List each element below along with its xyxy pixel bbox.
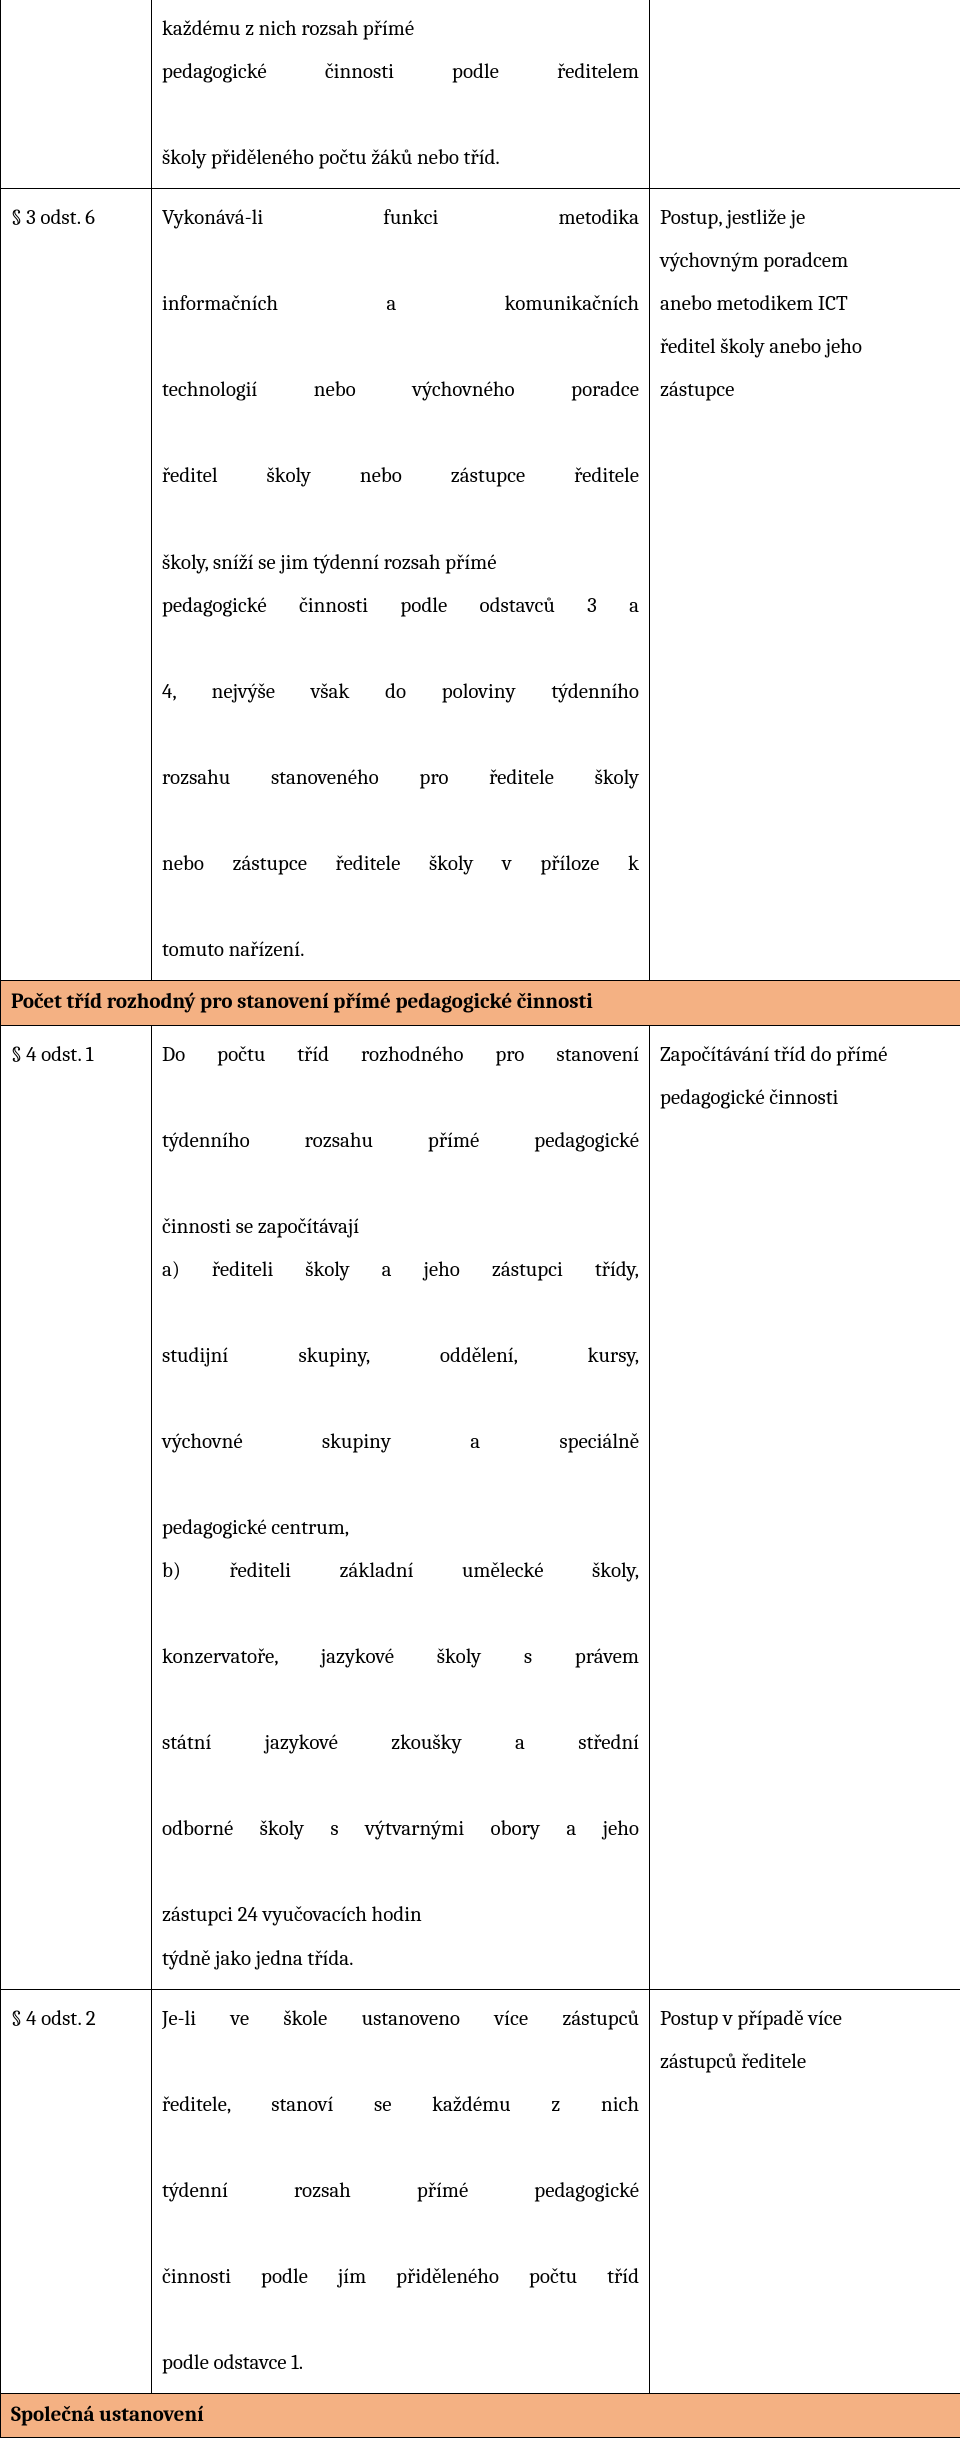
text-line: týdenního rozsahu přímé pedagogické [162, 1120, 639, 1206]
ref-text: § 3 odst. 6 [11, 206, 95, 230]
text-line: nebo zástupce ředitele školy v příloze k [162, 843, 639, 929]
text-line: školy, sníží se jim týdenní rozsah přímé [162, 551, 497, 575]
text-line: b) řediteli základní umělecké školy, [162, 1550, 639, 1636]
section-header-row: Společná ustanovení [1, 2393, 960, 2438]
regulation-table: každému z nich rozsah přímé pedagogické … [0, 0, 960, 2438]
text-line: týdenní rozsah přímé pedagogické [162, 2170, 639, 2256]
text-line: pedagogické činnosti podle ředitelem [162, 51, 639, 137]
section-header: Společná ustanovení [1, 2393, 960, 2438]
cell-text: každému z nich rozsah přímé pedagogické … [152, 0, 650, 189]
table-row: § 4 odst. 2 Je-li ve škole ustanoveno ví… [1, 1989, 960, 2393]
text-line: Postup, jestliže je [660, 206, 805, 230]
text-line: a) řediteli školy a jeho zástupci třídy, [162, 1249, 639, 1335]
text-line: Do počtu tříd rozhodného pro stanovení [162, 1034, 639, 1120]
text-line: Započítávání tříd do přímé [660, 1043, 887, 1067]
text-line: zástupce [660, 378, 734, 402]
text-line: školy přiděleného počtu žáků nebo tříd. [162, 146, 500, 170]
text-line: Postup v případě více [660, 2007, 842, 2031]
text-line: rozsahu stanoveného pro ředitele školy [162, 757, 639, 843]
text-line: ředitel školy anebo jeho [660, 335, 862, 359]
text-line: pedagogické centrum, [162, 1516, 349, 1540]
cell-ref: § 4 odst. 1 [1, 1025, 152, 1989]
text-line: 4, nejvýše však do poloviny týdenního [162, 671, 639, 757]
ref-text: § 4 odst. 1 [11, 1043, 93, 1067]
text-line: ředitele, stanoví se každému z nich [162, 2084, 639, 2170]
table-row: § 3 odst. 6 Vykonává-li funkci metodika … [1, 189, 960, 981]
text-line: studijní skupiny, oddělení, kursy, [162, 1335, 639, 1421]
section-header-text: Počet tříd rozhodný pro stanovení přímé … [11, 990, 593, 1014]
text-line: anebo metodikem ICT [660, 292, 848, 316]
ref-text: § 4 odst. 2 [11, 2007, 96, 2031]
text-line: informačních a komunikačních [162, 283, 639, 369]
cell-note [650, 0, 960, 189]
text-line: státní jazykové zkoušky a střední [162, 1722, 639, 1808]
text-line: odborné školy s výtvarnými obory a jeho [162, 1808, 639, 1894]
text-line: Je-li ve škole ustanoveno více zástupců [162, 1998, 639, 2084]
text-line: konzervatoře, jazykové školy s právem [162, 1636, 639, 1722]
text-line: ředitel školy nebo zástupce ředitele [162, 455, 639, 541]
text-line: zástupci 24 vyučovacích hodin [162, 1903, 422, 1927]
text-line: Vykonává-li funkci metodika [162, 197, 639, 283]
text-line: technologií nebo výchovného poradce [162, 369, 639, 455]
cell-text: Do počtu tříd rozhodného pro stanovení t… [152, 1025, 650, 1989]
section-header: Počet tříd rozhodný pro stanovení přímé … [1, 981, 960, 1026]
text-line: činnosti podle jím přiděleného počtu tří… [162, 2256, 639, 2342]
cell-ref [1, 0, 152, 189]
cell-text: Vykonává-li funkci metodika informačních… [152, 189, 650, 981]
text-line: pedagogické činnosti podle odstavců 3 a [162, 585, 639, 671]
section-header-row: Počet tříd rozhodný pro stanovení přímé … [1, 981, 960, 1026]
text-line: tomuto nařízení. [162, 938, 304, 962]
text-line: pedagogické činnosti [660, 1086, 838, 1110]
text-line: výchovné skupiny a speciálně [162, 1421, 639, 1507]
section-header-text: Společná ustanovení [11, 2403, 204, 2427]
text-line: zástupců ředitele [660, 2050, 806, 2074]
text-line: podle odstavce 1. [162, 2351, 303, 2375]
table-row: každému z nich rozsah přímé pedagogické … [1, 0, 960, 189]
text-line: týdně jako jedna třída. [162, 1947, 353, 1971]
table-row: § 4 odst. 1 Do počtu tříd rozhodného pro… [1, 1025, 960, 1989]
cell-note: Postup, jestliže je výchovným poradcem a… [650, 189, 960, 981]
cell-text: Je-li ve škole ustanoveno více zástupců … [152, 1989, 650, 2393]
cell-ref: § 3 odst. 6 [1, 189, 152, 981]
text-line: každému z nich rozsah přímé [162, 17, 414, 41]
text-line: výchovným poradcem [660, 249, 848, 273]
cell-note: Započítávání tříd do přímé pedagogické č… [650, 1025, 960, 1989]
cell-ref: § 4 odst. 2 [1, 1989, 152, 2393]
text-line: činnosti se započítávají [162, 1215, 359, 1239]
cell-note: Postup v případě více zástupců ředitele [650, 1989, 960, 2393]
